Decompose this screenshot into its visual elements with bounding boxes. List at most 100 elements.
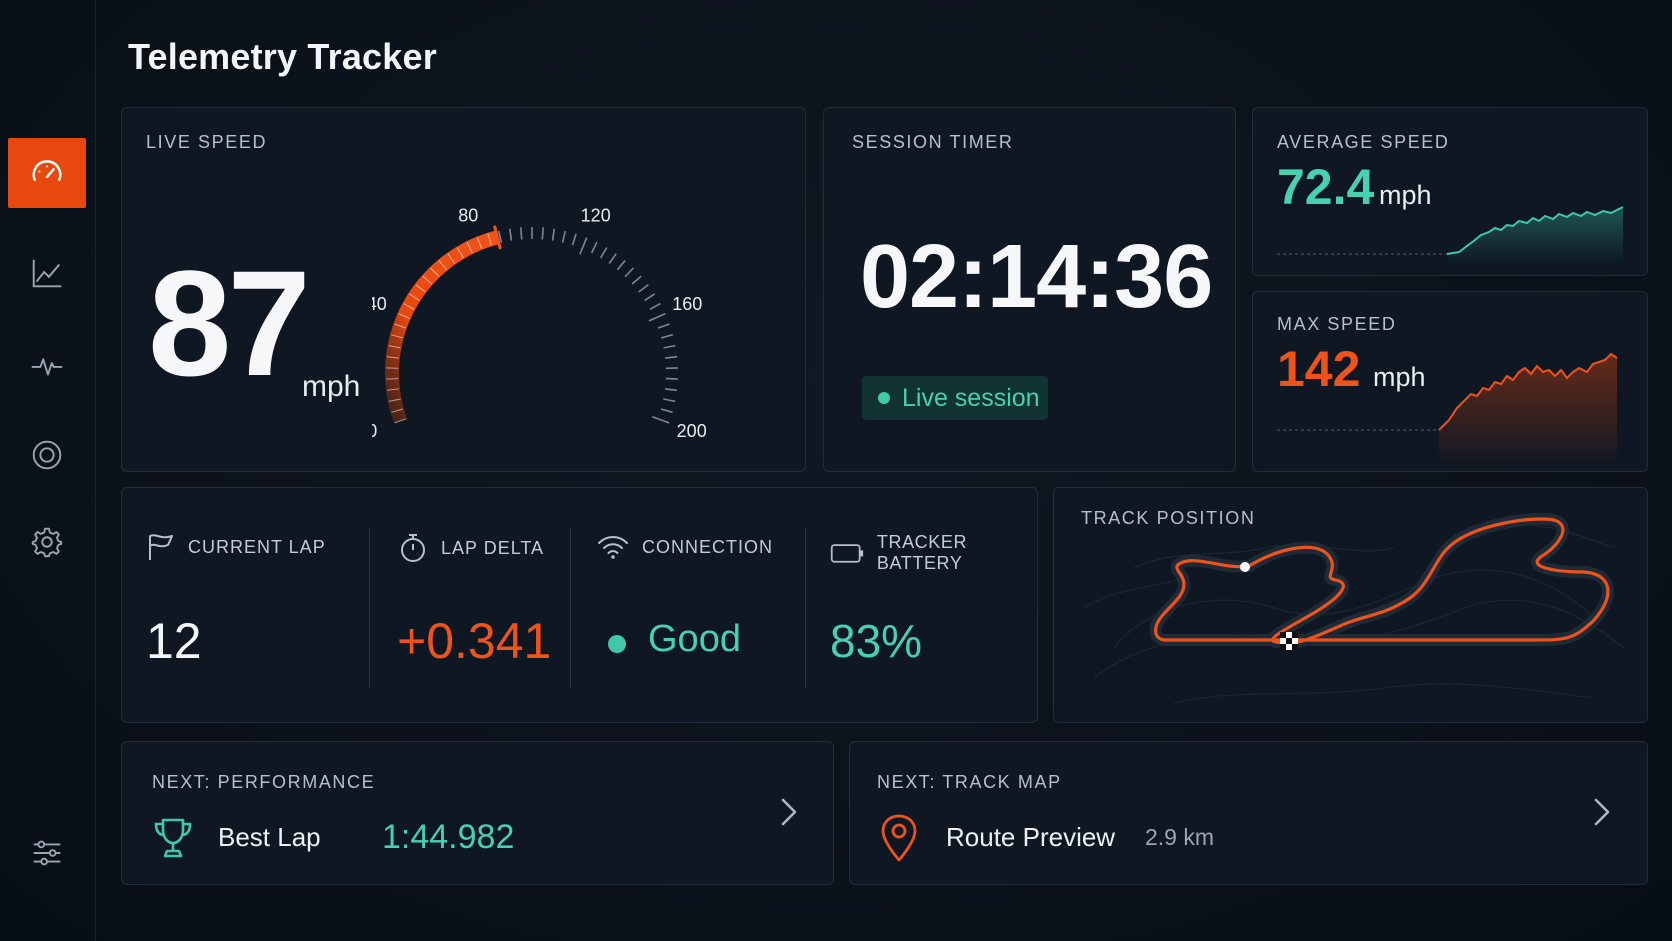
stats-divider bbox=[369, 528, 370, 688]
map-pin-icon bbox=[881, 814, 917, 862]
gauge-tick bbox=[571, 233, 577, 246]
route-preview-label: Route Preview bbox=[946, 822, 1116, 852]
route-distance-value: 2.9 km bbox=[1145, 824, 1215, 850]
page-title: Telemetry Tracker bbox=[128, 36, 437, 77]
gauge-tick bbox=[663, 344, 676, 349]
stats-divider bbox=[570, 528, 571, 688]
gauge-tick bbox=[644, 293, 656, 302]
nav-target[interactable] bbox=[8, 420, 86, 490]
track-position-card: TRACK POSITION bbox=[1053, 487, 1648, 723]
average-speed-value: 72.4 bbox=[1277, 159, 1375, 215]
line-chart-icon bbox=[32, 259, 62, 288]
gauge-progress-arc bbox=[385, 230, 500, 424]
gauge-tick-label: 200 bbox=[677, 421, 707, 441]
connection-stat: CONNECTION Good bbox=[596, 488, 796, 724]
gauge-tick bbox=[520, 227, 523, 240]
gauge-tick bbox=[661, 333, 674, 339]
lap-delta-label: LAP DELTA bbox=[441, 537, 545, 558]
gauge-tick bbox=[497, 230, 503, 243]
tracker-battery-stat: TRACKER BATTERY 83% bbox=[830, 488, 1035, 724]
gauge-tick-label: 0 bbox=[372, 421, 377, 441]
gauge-tick-label: 120 bbox=[581, 205, 611, 225]
average-speed-unit: mph bbox=[1379, 180, 1432, 210]
gauge-tick bbox=[409, 293, 420, 301]
gauge-tick bbox=[663, 398, 676, 403]
gauge-tick bbox=[466, 241, 473, 254]
gauge-tick bbox=[390, 334, 403, 339]
live-speed-value: 87 bbox=[148, 239, 311, 407]
session-timer-card: SESSION TIMER 02:14:36 Live session bbox=[823, 107, 1236, 472]
session-timer-label: SESSION TIMER bbox=[852, 132, 1014, 152]
gauge-tick-label: 80 bbox=[458, 205, 478, 225]
next-track-map-card[interactable]: NEXT: TRACK MAP Route Preview 2.9 km bbox=[849, 741, 1648, 885]
gauge-tick bbox=[579, 237, 588, 255]
nav-analytics[interactable] bbox=[8, 238, 86, 308]
gauge-tick bbox=[391, 408, 404, 413]
gauge-tick bbox=[403, 303, 415, 310]
gauge-tick bbox=[657, 323, 670, 329]
gauge-tick bbox=[638, 284, 649, 293]
battery-icon bbox=[830, 544, 864, 563]
max-speed-value: 142 bbox=[1277, 341, 1361, 397]
gauge-tick bbox=[608, 253, 617, 264]
nav-filters[interactable] bbox=[8, 818, 86, 888]
chevron-right-icon[interactable] bbox=[1587, 792, 1617, 832]
track-map bbox=[1083, 513, 1625, 704]
gauge-tick bbox=[631, 275, 642, 285]
gauge-tick bbox=[415, 284, 426, 293]
best-lap-value: 1:44.982 bbox=[382, 818, 515, 856]
gauge-tick bbox=[561, 230, 567, 243]
gauge-needle bbox=[493, 225, 502, 250]
speedometer-icon bbox=[32, 160, 62, 181]
max-speed-label: MAX SPEED bbox=[1277, 314, 1397, 334]
gauge-tick bbox=[660, 408, 673, 414]
max-speed-unit: mph bbox=[1373, 362, 1426, 392]
max-speed-card: MAX SPEED 142 mph bbox=[1252, 291, 1648, 472]
live-session-text: Live session bbox=[902, 383, 1040, 412]
flag-icon bbox=[149, 534, 173, 560]
gauge-tick bbox=[508, 228, 513, 241]
car-position-marker[interactable] bbox=[1240, 562, 1250, 572]
gauge-tick bbox=[599, 247, 608, 259]
race-track-line bbox=[1154, 517, 1610, 645]
track-position-label: TRACK POSITION bbox=[1081, 508, 1256, 528]
gauge-tick bbox=[430, 267, 440, 277]
gauge-tick bbox=[652, 416, 670, 424]
gauge-tick bbox=[438, 260, 447, 271]
sliders-icon bbox=[33, 840, 61, 866]
stopwatch-icon bbox=[401, 534, 425, 562]
current-lap-label: CURRENT LAP bbox=[188, 536, 326, 557]
lap-delta-stat: LAP DELTA +0.341 bbox=[397, 488, 577, 724]
live-dot-icon bbox=[878, 392, 890, 404]
stats-card: CURRENT LAP 12 LAP DELTA +0.341 bbox=[121, 487, 1038, 723]
best-lap-label: Best Lap bbox=[218, 822, 321, 852]
average-speed-label: AVERAGE SPEED bbox=[1277, 132, 1450, 152]
tracker-battery-label: TRACKER BATTERY bbox=[876, 532, 968, 573]
connection-status-dot bbox=[608, 635, 626, 653]
gear-icon bbox=[31, 527, 63, 558]
lap-delta-value: +0.341 bbox=[397, 613, 552, 669]
next-performance-card[interactable]: NEXT: PERFORMANCE Best Lap 1:44.982 bbox=[121, 741, 834, 885]
gauge-tick bbox=[386, 356, 399, 359]
speed-gauge: 0 40 80 120 160 200 bbox=[372, 205, 707, 441]
stats-divider bbox=[805, 528, 806, 688]
chevron-right-icon[interactable] bbox=[774, 792, 804, 832]
live-speed-unit: mph bbox=[302, 370, 361, 403]
nav-pulse[interactable] bbox=[8, 330, 86, 400]
gauge-tick bbox=[624, 267, 634, 278]
gauge-tick bbox=[648, 312, 666, 322]
nav-settings[interactable] bbox=[8, 507, 86, 577]
gauge-tick bbox=[398, 313, 410, 319]
connection-value: Good bbox=[648, 618, 741, 660]
nav-dashboard[interactable] bbox=[8, 138, 86, 208]
gauge-tick bbox=[386, 378, 399, 380]
gauge-tick bbox=[665, 355, 678, 359]
gauge-tick bbox=[476, 237, 483, 249]
gauge-tick bbox=[422, 275, 433, 285]
gauge-tick bbox=[665, 377, 678, 380]
gauge-tick bbox=[541, 227, 544, 240]
next-track-map-label: NEXT: TRACK MAP bbox=[877, 772, 1062, 792]
wifi-icon bbox=[598, 536, 628, 559]
gauge-tick bbox=[487, 233, 492, 246]
